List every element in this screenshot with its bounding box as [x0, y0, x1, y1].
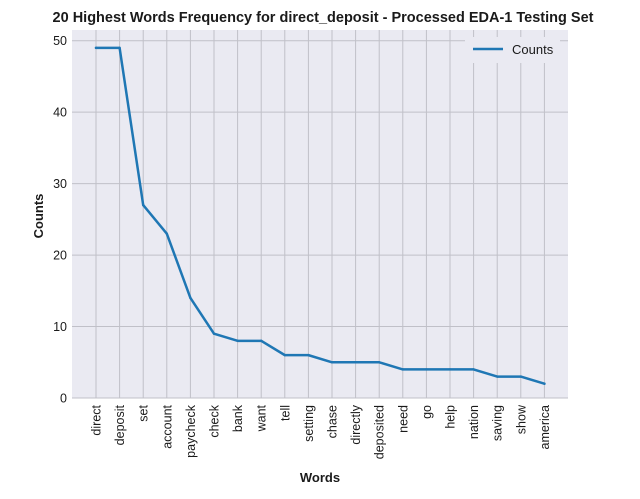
data-point — [142, 203, 145, 207]
x-tick-label: saving — [491, 405, 505, 441]
grid-lines — [72, 30, 568, 399]
data-point — [94, 46, 98, 50]
data-point — [236, 339, 239, 343]
data-point — [472, 368, 475, 371]
x-tick-label: direct — [90, 404, 104, 435]
data-point — [307, 353, 310, 357]
data-point — [378, 361, 381, 364]
x-tick-label: help — [444, 405, 458, 429]
y-tick-label: 20 — [53, 249, 67, 263]
data-point — [189, 296, 192, 300]
data-point — [543, 382, 546, 385]
y-tick-label: 40 — [53, 106, 67, 120]
data-point — [165, 232, 168, 235]
plot-area — [72, 30, 568, 398]
data-point — [496, 375, 499, 378]
data-point — [448, 368, 452, 371]
y-tick-label: 50 — [53, 34, 67, 48]
x-tick-label: deposited — [373, 405, 387, 459]
data-point — [260, 339, 263, 343]
y-tick-label: 30 — [53, 177, 67, 191]
legend-label: Counts — [512, 42, 554, 57]
data-point — [425, 368, 428, 371]
x-tick-label: want — [255, 404, 269, 432]
x-tick-label: paycheck — [184, 404, 198, 458]
x-tick-label: deposit — [113, 404, 127, 445]
x-tick-label: go — [420, 405, 434, 419]
x-tick-label: nation — [467, 405, 481, 439]
x-tick-label: setting — [302, 405, 316, 442]
y-tick-label: 0 — [60, 392, 67, 406]
chart-title: 20 Highest Words Frequency for direct_de… — [53, 10, 594, 26]
x-tick-label: set — [137, 404, 151, 421]
data-point — [212, 332, 216, 335]
legend: Counts — [465, 37, 560, 63]
data-point — [401, 368, 404, 371]
data-point — [330, 361, 334, 364]
y-axis-title: Counts — [31, 194, 46, 239]
series-layer — [94, 46, 546, 385]
axes: 0 10 20 30 40 50 direct deposit set account payche… — [53, 34, 552, 459]
x-tick-label: tell — [278, 405, 292, 421]
x-tick-label: directly — [349, 404, 363, 444]
data-point — [118, 46, 121, 50]
axis-labels: 20 Highest Words Frequency for direct_de… — [31, 10, 594, 485]
x-tick-label: account — [160, 404, 174, 448]
x-tick-label: check — [208, 404, 222, 437]
y-tick-label: 10 — [53, 320, 67, 334]
x-axis-title: Words — [300, 470, 340, 485]
data-point — [283, 353, 286, 357]
x-tick-label: show — [514, 404, 528, 434]
x-tick-label: america — [538, 405, 552, 450]
data-point — [354, 361, 357, 364]
x-tick-label: bank — [231, 404, 245, 432]
data-point — [519, 375, 522, 378]
x-tick-label: need — [396, 405, 410, 433]
x-tick-label: chase — [326, 405, 340, 438]
series-line — [94, 46, 546, 385]
